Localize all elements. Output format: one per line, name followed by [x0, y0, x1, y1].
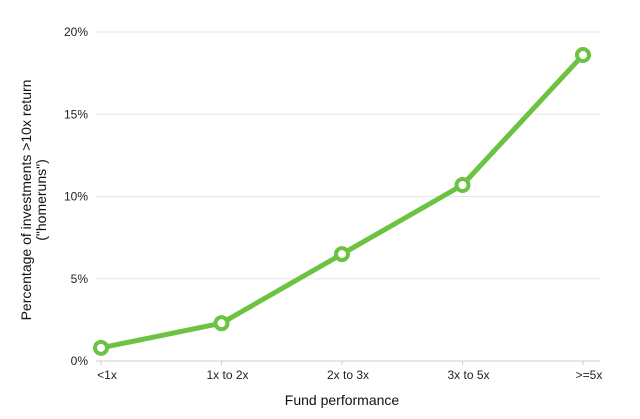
data-point — [575, 47, 591, 64]
data-point — [454, 176, 471, 193]
x-axis-title: Fund performance — [285, 392, 400, 408]
y-tick-label: 20% — [64, 25, 88, 39]
data-point — [213, 315, 230, 332]
y-tick-label: 10% — [64, 190, 88, 204]
data-point — [93, 339, 109, 356]
y-axis-title: Percentage of investments >10x return ("… — [18, 80, 49, 321]
y-axis-title-line-1: Percentage of investments >10x return — [18, 80, 34, 321]
axes — [96, 360, 600, 365]
series-line — [98, 52, 586, 351]
y-tick-label: 5% — [71, 272, 89, 286]
gridlines — [96, 31, 600, 280]
y-tick-label: 0% — [71, 354, 89, 368]
x-tick-labels: <1x 1x to 2x 2x to 3x 3x to 5x >=5x — [97, 368, 602, 382]
x-tick-label: 1x to 2x — [206, 368, 248, 382]
y-tick-labels: 0% 5% 10% 15% 20% — [64, 25, 88, 368]
x-tick-label: 2x to 3x — [327, 368, 369, 382]
x-tick-label: 3x to 5x — [447, 368, 489, 382]
series-percentage-homeruns — [93, 47, 591, 356]
data-point — [334, 246, 350, 263]
y-tick-label: 15% — [64, 107, 88, 121]
y-axis-title-line-2: ("homeruns") — [33, 159, 49, 241]
x-tick-label: <1x — [97, 368, 117, 382]
x-tick-label: >=5x — [576, 368, 603, 382]
